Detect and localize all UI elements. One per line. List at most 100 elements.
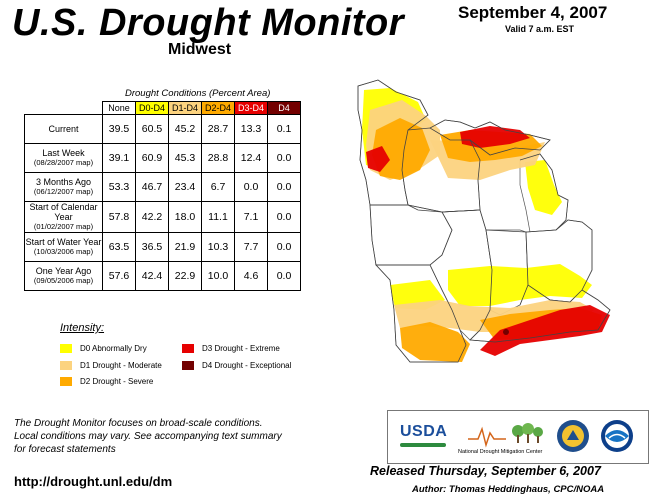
valid-time: Valid 7 a.m. EST	[505, 24, 575, 34]
border-illinois	[441, 209, 493, 341]
row-label: Last Week (08/28/2007 map)	[24, 143, 103, 173]
table-cell: 0.0	[267, 261, 301, 291]
col-header-none: None	[102, 101, 136, 115]
row-label: One Year Ago (09/05/2006 map)	[24, 261, 103, 291]
table-cell: 11.1	[201, 201, 235, 233]
row-label: Start of Water Year (10/03/2006 map)	[24, 232, 103, 262]
row-label-text: One Year Ago	[35, 266, 92, 276]
logo-panel: USDA National Drought Mitigation Center	[387, 410, 649, 464]
table-corner	[25, 102, 103, 115]
table-cell: 13.3	[234, 114, 268, 144]
table-cell: 42.2	[135, 201, 169, 233]
border-iowa	[369, 204, 453, 266]
table-cell: 45.2	[168, 114, 202, 144]
legend-swatch	[60, 361, 72, 371]
page-title: U.S. Drought Monitor	[12, 2, 405, 44]
border-michigan-lower	[519, 153, 569, 231]
legend-swatch	[182, 361, 194, 371]
table-caption: Drought Conditions (Percent Area)	[125, 88, 271, 99]
border-missouri	[375, 264, 467, 363]
table-cell: 0.0	[267, 143, 301, 173]
border-wisconsin	[407, 127, 481, 213]
map-date: September 4, 2007	[458, 3, 608, 22]
table-cell: 6.7	[201, 172, 235, 202]
release-date: Released Thursday, September 6, 2007	[370, 464, 601, 478]
table-row: One Year Ago (09/05/2006 map) 57.6 42.4 2…	[24, 261, 301, 291]
ndmc-tree-icon	[468, 423, 543, 448]
table-header-row: None D0-D4 D1-D4 D2-D4 D3-D4 D4	[25, 101, 301, 115]
table-cell: 10.0	[201, 261, 235, 291]
border-indiana	[485, 229, 529, 306]
legend-title: Intensity:	[60, 322, 105, 334]
author: Author: Thomas Heddinghaus, CPC/NOAA	[412, 484, 605, 495]
area-d0-central	[448, 264, 592, 306]
drought-map	[357, 79, 611, 363]
table-cell: 7.1	[234, 201, 268, 233]
legend-item-d3: D3 Drought - Extreme	[182, 344, 280, 354]
col-header-d0-d4: D0-D4	[135, 101, 169, 115]
col-header-d1-d4: D1-D4	[168, 101, 202, 115]
table-cell: 42.4	[135, 261, 169, 291]
state-iowa	[369, 204, 453, 266]
table-cell: 0.1	[267, 114, 301, 144]
legend-swatch	[60, 344, 72, 354]
row-label-text: 3 Months Ago	[35, 177, 92, 187]
table-cell: 0.0	[234, 172, 268, 202]
area-d2-missouri	[400, 322, 470, 362]
row-label-text: Start of Water Year	[25, 237, 102, 247]
legend-label: D1 Drought - Moderate	[80, 361, 162, 370]
legend-label: D0 Abnormally Dry	[80, 344, 147, 353]
row-label-map-date: (01/02/2007 map)	[33, 222, 94, 231]
region-name: Midwest	[168, 41, 232, 58]
legend-item-d4: D4 Drought - Exceptional	[182, 361, 292, 371]
table-cell: 7.7	[234, 232, 268, 262]
table-cell: 10.3	[201, 232, 235, 262]
table-cell: 4.6	[234, 261, 268, 291]
table-cell: 21.9	[168, 232, 202, 262]
col-header-d3-d4: D3-D4	[234, 101, 268, 115]
table-cell: 60.9	[135, 143, 169, 173]
legend-label: D3 Drought - Extreme	[202, 344, 280, 353]
table-cell: 39.5	[102, 114, 136, 144]
table-cell: 53.3	[102, 172, 136, 202]
area-d0-michigan	[525, 160, 562, 215]
footnote-line: for forecast statements	[14, 444, 116, 455]
table-cell: 45.3	[168, 143, 202, 173]
table-cell: 57.6	[102, 261, 136, 291]
area-d4-kentucky	[503, 329, 509, 335]
row-label-map-date: (09/05/2006 map)	[33, 276, 94, 285]
table-cell: 57.8	[102, 201, 136, 233]
area-d2-minnesota	[372, 118, 430, 180]
footnote: The Drought Monitor focuses on broad-sca…	[14, 417, 282, 456]
footnote-line: The Drought Monitor focuses on broad-sca…	[14, 418, 263, 429]
table-cell: 36.5	[135, 232, 169, 262]
legend-label: D2 Drought - Severe	[80, 377, 154, 386]
noaa-logo-icon	[601, 420, 633, 452]
table-row: Start of Calendar Year (01/02/2007 map) 5…	[24, 201, 301, 233]
border-michigan-upper	[429, 119, 551, 156]
legend-item-d2: D2 Drought - Severe	[60, 377, 154, 387]
row-label-map-date: (08/28/2007 map)	[33, 158, 94, 167]
usda-logo: USDA	[400, 423, 448, 440]
area-d3-kentucky	[480, 305, 610, 356]
table-cell: 46.7	[135, 172, 169, 202]
footnote-line: Local conditions may vary. See accompany…	[14, 431, 282, 442]
legend-label: D4 Drought - Exceptional	[202, 361, 292, 370]
table-cell: 18.0	[168, 201, 202, 233]
row-label-text: Last Week	[42, 148, 85, 158]
usda-logo-swoosh	[400, 443, 446, 447]
doc-seal-icon	[557, 420, 589, 452]
table-cell: 28.7	[201, 114, 235, 144]
row-label: Current	[24, 114, 103, 144]
row-label: 3 Months Ago (06/12/2007 map)	[24, 172, 103, 202]
table-cell: 0.0	[267, 201, 301, 233]
border-minnesota	[357, 79, 429, 206]
table-row: Start of Water Year (10/03/2006 map) 63.5…	[24, 232, 301, 262]
col-header-d4: D4	[267, 101, 301, 115]
legend-item-d1: D1 Drought - Moderate	[60, 361, 162, 371]
state-borders	[357, 79, 611, 363]
table-row: Last Week (08/28/2007 map) 39.1 60.9 45.3…	[24, 143, 301, 173]
legend-swatch	[182, 344, 194, 354]
table-row: Current 39.5 60.5 45.2 28.7 13.3 0.1	[24, 114, 301, 144]
drought-monitor-link[interactable]: http://drought.unl.edu/dm	[14, 474, 173, 489]
